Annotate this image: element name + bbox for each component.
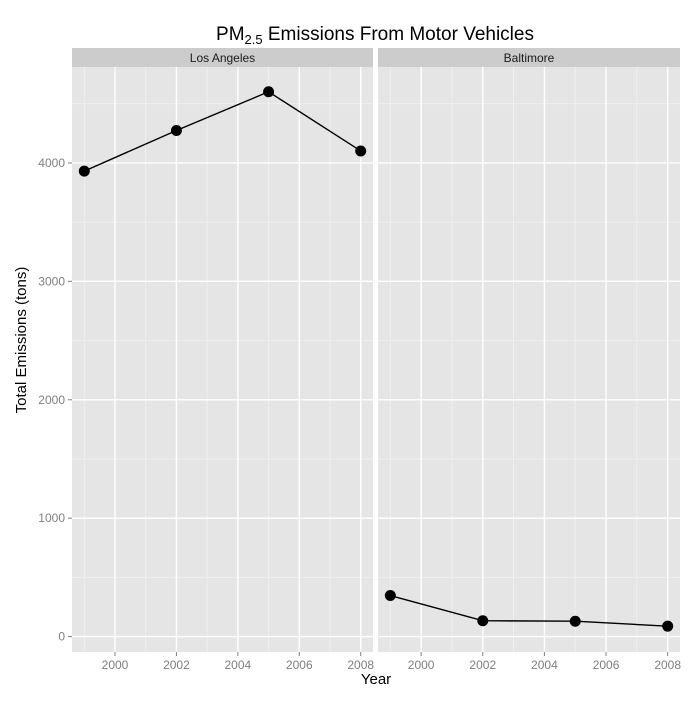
x-tick-label: 2006 — [593, 658, 620, 672]
panel-background — [378, 67, 680, 652]
data-point — [78, 165, 90, 177]
strip-background — [378, 48, 680, 67]
data-point — [477, 615, 489, 627]
data-point — [170, 124, 182, 136]
y-axis-label: Total Emissions (tons) — [13, 267, 30, 414]
panels-layer: Los Angeles 2000 2002 2004 2006 2008 0 1000 2000… — [38, 48, 681, 672]
panel-background — [72, 67, 373, 652]
x-tick-label: 2008 — [654, 658, 681, 672]
x-tick-label: 2008 — [347, 658, 374, 672]
x-tick-label: 2002 — [163, 658, 190, 672]
x-tick-label: 2004 — [225, 658, 252, 672]
strip-background — [72, 48, 373, 67]
data-point — [662, 620, 674, 632]
y-tick-label: 0 — [58, 630, 65, 644]
data-point — [355, 145, 367, 157]
x-tick-label: 2000 — [102, 658, 129, 672]
series-line — [390, 594, 668, 627]
x-tick-label: 2002 — [469, 658, 496, 672]
panel-los-angeles: Los Angeles 2000 2002 2004 2006 2008 0 1000 2000… — [38, 48, 374, 672]
strip-label: Baltimore — [504, 51, 555, 65]
y-tick-label: 4000 — [38, 156, 65, 170]
y-tick-label: 3000 — [38, 274, 65, 288]
chart-title-suffix: Emissions From Motor Vehicles — [263, 24, 534, 45]
chart-title-subscript: 2.5 — [245, 32, 263, 47]
chart-title: PM2.5 Emissions From Motor Vehicles — [216, 24, 534, 47]
data-point — [263, 86, 275, 98]
data-point — [569, 615, 581, 627]
x-axis-label: Year — [361, 671, 391, 688]
y-tick-label: 2000 — [38, 393, 65, 407]
data-point — [384, 590, 396, 602]
y-tick-label: 1000 — [38, 511, 65, 525]
series-line — [84, 90, 362, 172]
x-tick-label: 2000 — [408, 658, 435, 672]
panel-baltimore: Baltimore 2000 2002 2004 2006 2008 — [378, 48, 681, 672]
chart-title-prefix: PM — [216, 24, 245, 45]
x-tick-label: 2004 — [531, 658, 558, 672]
x-tick-label: 2006 — [286, 658, 313, 672]
strip-label: Los Angeles — [190, 51, 255, 65]
